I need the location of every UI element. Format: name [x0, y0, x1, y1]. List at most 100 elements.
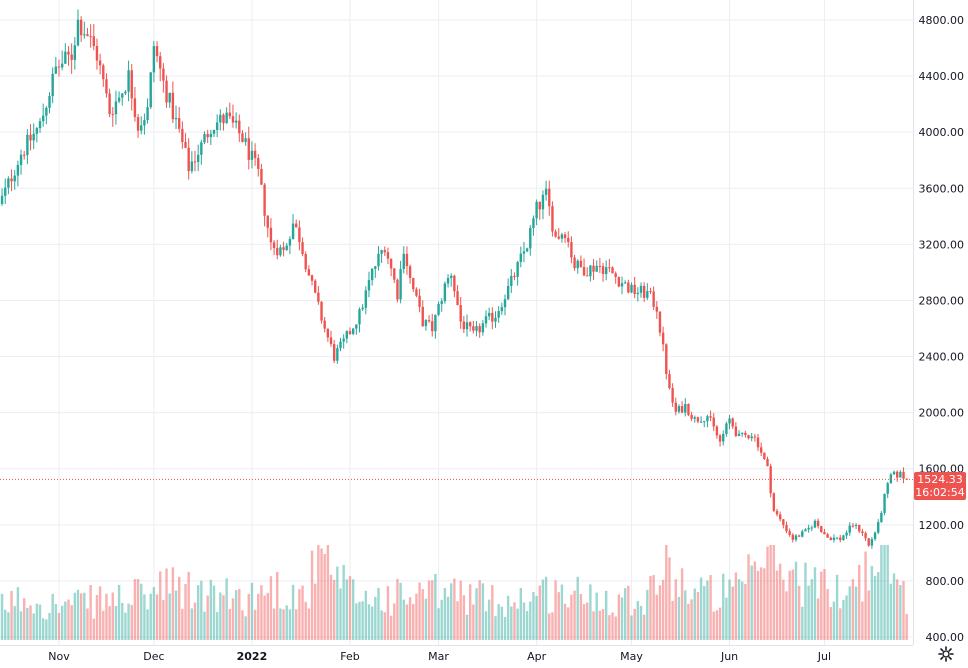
- volume-bar: [712, 611, 715, 640]
- candle-body: [424, 320, 428, 327]
- candle-body: [548, 188, 551, 207]
- candle-body: [105, 79, 108, 94]
- price-candles[interactable]: [0, 9, 908, 549]
- candle-body: [658, 311, 662, 333]
- candle-body: [136, 117, 140, 131]
- candle-body: [826, 534, 829, 538]
- candle-body: [4, 187, 7, 196]
- candle-body: [516, 262, 519, 277]
- candle-body: [89, 36, 92, 38]
- candle-body: [630, 284, 633, 293]
- volume-bar: [614, 616, 617, 640]
- volume-bar: [348, 576, 352, 640]
- volume-bar: [598, 610, 602, 640]
- volume-bar: [336, 566, 339, 640]
- candle-body: [177, 118, 181, 129]
- candle-body: [655, 306, 659, 312]
- last-price-label: 1524.33 16:02:54: [914, 472, 966, 501]
- volume-bar: [453, 578, 456, 640]
- time-axis[interactable]: Nov Dec 2022 Feb Mar Apr May Jun Jul: [48, 650, 831, 663]
- volume-bar: [89, 584, 92, 640]
- volume-bar: [715, 610, 719, 640]
- volume-bar: [671, 600, 674, 640]
- volume-bar: [443, 588, 447, 640]
- candle-body: [693, 417, 696, 419]
- candle-body: [652, 291, 655, 307]
- candle-body: [570, 242, 573, 258]
- candle-body: [253, 150, 257, 159]
- volume-bar: [48, 613, 51, 640]
- y-tick-label: 1200.00: [919, 519, 965, 532]
- volume-bar: [323, 553, 326, 640]
- candle-body: [554, 231, 557, 237]
- volume-bar: [775, 570, 779, 640]
- volume-bar: [674, 579, 677, 640]
- candle-body: [494, 317, 497, 322]
- candle-body: [70, 54, 73, 60]
- volume-bar: [361, 601, 364, 640]
- volume-bar: [877, 572, 880, 640]
- volume-bar: [693, 588, 696, 640]
- volume-bar: [696, 592, 700, 640]
- grid-lines: [0, 0, 913, 645]
- candle-body: [646, 291, 649, 298]
- candle-body: [301, 242, 304, 255]
- candle-body: [421, 306, 424, 327]
- volume-bar: [513, 602, 516, 640]
- candle-body: [314, 280, 317, 293]
- candle-body: [266, 215, 269, 228]
- candle-body: [491, 312, 494, 322]
- candle-body: [114, 101, 118, 115]
- volume-bar: [279, 608, 282, 640]
- volume-bar: [177, 576, 181, 640]
- candle-body: [45, 107, 48, 116]
- candle-body: [715, 426, 719, 436]
- candle-body: [690, 415, 693, 419]
- y-tick-label: 4400.00: [919, 70, 965, 83]
- candle-body: [883, 493, 886, 513]
- candle-body: [813, 520, 817, 528]
- candle-body: [108, 93, 111, 115]
- candle-body: [54, 66, 58, 74]
- candle-body: [899, 471, 902, 478]
- volume-bar: [456, 601, 459, 640]
- x-tick-label: Jul: [817, 650, 831, 663]
- volume-bar: [753, 561, 757, 640]
- candle-body: [472, 326, 475, 331]
- volume-bar: [92, 618, 95, 640]
- volume-bar: [601, 609, 605, 640]
- candle-body: [184, 141, 187, 148]
- candle-body: [475, 326, 478, 331]
- candle-body: [522, 251, 526, 254]
- candle-body: [854, 524, 858, 527]
- candle-body: [282, 247, 285, 250]
- volume-bar: [231, 598, 235, 640]
- volume-bar: [529, 601, 532, 640]
- volume-bar: [623, 588, 627, 640]
- candle-body: [241, 133, 244, 142]
- candle-body: [731, 418, 734, 427]
- candle-body: [858, 524, 861, 532]
- candle-body: [393, 268, 396, 280]
- y-tick-label: 3200.00: [919, 238, 965, 251]
- candle-body: [573, 257, 576, 269]
- volume-bar: [282, 609, 285, 640]
- price-axis[interactable]: 4800.00 4400.00 4000.00 3600.00 3200.00 2800.…: [919, 14, 965, 644]
- candle-body: [592, 265, 595, 272]
- candle-body: [32, 133, 35, 141]
- volume-bar: [421, 589, 424, 640]
- candle-body: [877, 522, 880, 533]
- candle-body: [260, 168, 263, 185]
- volume-bar: [351, 579, 355, 640]
- candle-body: [639, 285, 643, 293]
- candle-body: [370, 268, 374, 281]
- volume-bar: [320, 548, 323, 640]
- volume-bar: [801, 606, 804, 640]
- volume-bar: [32, 613, 35, 640]
- volume-bar: [111, 592, 114, 640]
- candle-body: [117, 97, 121, 102]
- volume-bar: [772, 545, 776, 640]
- gear-icon[interactable]: [938, 646, 954, 662]
- volume-bar: [165, 568, 168, 640]
